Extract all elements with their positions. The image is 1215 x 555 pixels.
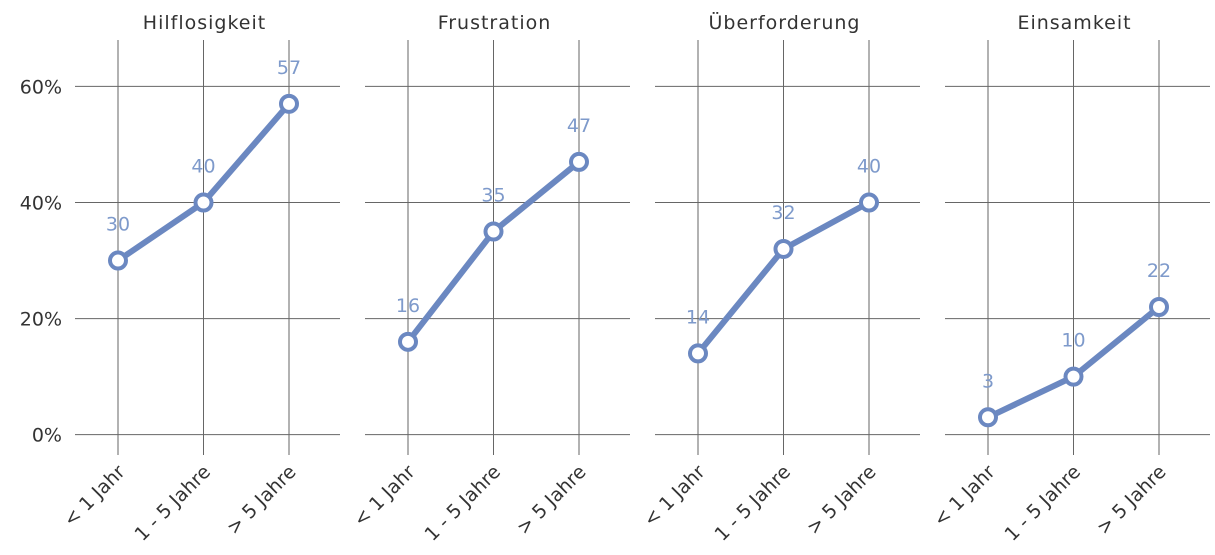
x-tick-label: > 5 Jahre	[1092, 461, 1170, 539]
marker	[773, 238, 794, 259]
x-tick-label: 1 - 5 Jahre	[421, 461, 506, 546]
data-label: 57	[277, 57, 301, 79]
data-label: 47	[567, 115, 591, 137]
y-tick-label: 60%	[20, 76, 62, 98]
data-label: 30	[106, 214, 130, 236]
data-label: 35	[481, 185, 505, 207]
x-tick-label: < 1 Jahr	[59, 461, 129, 531]
y-tick-label: 0%	[32, 425, 62, 447]
marker	[193, 192, 214, 213]
marker	[688, 343, 708, 364]
x-tick-label: < 1 Jahr	[639, 461, 709, 531]
x-tick-label: > 5 Jahre	[222, 461, 300, 539]
x-tick-label: > 5 Jahre	[512, 461, 590, 539]
data-label: 40	[857, 156, 881, 178]
x-tick-label: > 5 Jahre	[802, 461, 880, 539]
x-tick-label: 1 - 5 Jahre	[131, 461, 216, 546]
panel-title: Hilflosigkeit	[143, 12, 266, 34]
x-tick-label: < 1 Jahr	[349, 461, 419, 531]
panel-title: Frustration	[438, 12, 552, 34]
x-tick-label: 1 - 5 Jahre	[711, 461, 796, 546]
data-label: 3	[982, 370, 994, 392]
marker	[483, 221, 504, 242]
data-label: 14	[686, 306, 710, 328]
data-label: 10	[1061, 330, 1085, 352]
y-tick-label: 20%	[20, 309, 62, 331]
data-label: 32	[771, 202, 795, 224]
x-tick-label: 1 - 5 Jahre	[1001, 461, 1086, 546]
marker	[569, 151, 589, 172]
marker	[1063, 366, 1084, 387]
x-tick-label: < 1 Jahr	[929, 461, 999, 531]
panel-title: Überforderung	[709, 11, 861, 34]
y-tick-label: 40%	[20, 193, 62, 215]
marker	[279, 93, 299, 114]
data-label: 16	[396, 295, 420, 317]
marker	[1149, 296, 1169, 317]
data-label: 22	[1147, 260, 1171, 282]
marker	[398, 331, 418, 352]
data-label: 40	[191, 156, 215, 178]
panel-title: Einsamkeit	[1017, 12, 1131, 34]
marker	[108, 250, 128, 271]
marker	[978, 407, 998, 428]
marker	[859, 192, 879, 213]
